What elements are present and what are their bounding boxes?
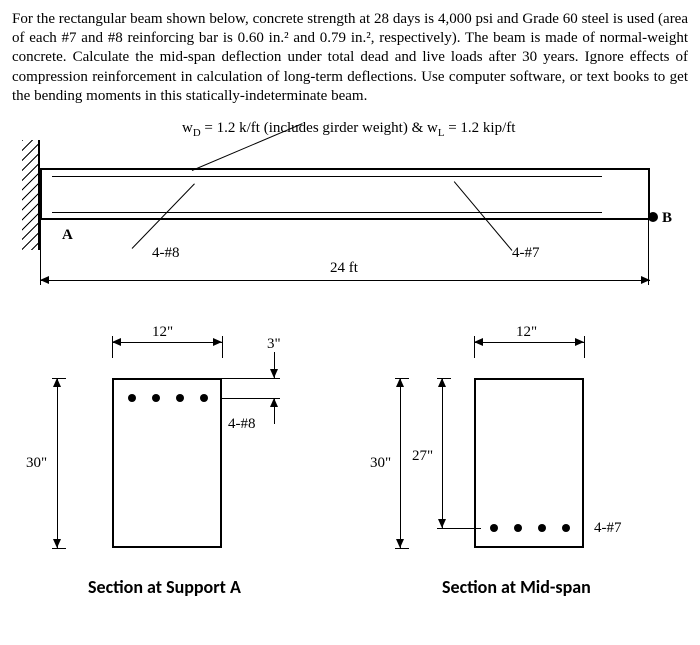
- secM-h-tick-b: [395, 548, 409, 549]
- secA-width-dim: [112, 342, 222, 343]
- secM-width-label: 12": [516, 324, 537, 341]
- secA-w-tick-l: [112, 336, 113, 358]
- secA-h-arr-u: [53, 378, 61, 387]
- point-a-label: A: [62, 227, 73, 244]
- secM-bar: [562, 524, 570, 532]
- secM-d-arr-u: [438, 378, 446, 387]
- secA-h-dim: [57, 378, 58, 548]
- rebar-right-label: 4-#7: [512, 245, 540, 262]
- secM-d-label: 27": [412, 448, 433, 465]
- secA-bar: [200, 394, 208, 402]
- secM-width-dim: [474, 342, 584, 343]
- secA-cover-tick-top: [222, 378, 280, 379]
- secA-bar: [176, 394, 184, 402]
- beam-inner-bot: [52, 212, 602, 213]
- secA-h-arr-d: [53, 539, 61, 548]
- secA-bar: [128, 394, 136, 402]
- secA-cover-tick-bar: [222, 398, 280, 399]
- secA-h-tick-t: [52, 378, 66, 379]
- point-b-label: B: [662, 210, 672, 227]
- secA-bar: [152, 394, 160, 402]
- secM-width-arr-l: [474, 338, 483, 346]
- secM-h-dim: [400, 378, 401, 548]
- problem-statement: For the rectangular beam shown below, co…: [12, 10, 688, 106]
- span-arrow-l: [40, 276, 49, 284]
- secM-rect: [474, 378, 584, 548]
- secA-cover-arr-u: [270, 398, 278, 407]
- secA-title: Section at Support A: [88, 576, 241, 598]
- secM-d-dim: [442, 378, 443, 528]
- beam-inner-top: [52, 176, 602, 177]
- figure: wD = 1.2 k/ft (includes girder weight) &…: [12, 120, 688, 630]
- secM-w-tick-r: [584, 336, 585, 358]
- secM-width-arr-r: [575, 338, 584, 346]
- secM-title: Section at Mid-span: [442, 576, 591, 598]
- secA-width-arr-l: [112, 338, 121, 346]
- secA-rebar-label: 4-#8: [228, 416, 256, 433]
- secM-height-label: 30": [370, 455, 391, 472]
- fixed-support-hatching: [22, 140, 40, 250]
- rebar-left-label: 4-#8: [152, 245, 180, 262]
- secA-h-tick-b: [52, 548, 66, 549]
- load-label: wD = 1.2 k/ft (includes girder weight) &…: [182, 120, 515, 139]
- span-dim-line: [40, 280, 650, 281]
- secM-rebar-label: 4-#7: [594, 520, 622, 537]
- point-b-dot: [648, 212, 658, 222]
- secA-rect: [112, 378, 222, 548]
- span-arrow-r: [641, 276, 650, 284]
- secM-d-arr-d: [438, 519, 446, 528]
- secM-h-arr-u: [396, 378, 404, 387]
- secA-cover-arr-d: [270, 369, 278, 378]
- secA-width-label: 12": [152, 324, 173, 341]
- secA-cover-label: 3": [267, 336, 281, 353]
- secM-w-tick-l: [474, 336, 475, 358]
- secA-w-tick-r: [222, 336, 223, 358]
- secA-height-label: 30": [26, 455, 47, 472]
- secM-h-tick-t: [395, 378, 409, 379]
- secM-d-tick-t: [437, 378, 451, 379]
- secM-d-tick-b: [437, 528, 481, 529]
- secA-width-arr-r: [213, 338, 222, 346]
- secM-bar: [490, 524, 498, 532]
- secM-bar: [514, 524, 522, 532]
- secM-h-arr-d: [396, 539, 404, 548]
- span-label: 24 ft: [330, 260, 358, 277]
- secM-bar: [538, 524, 546, 532]
